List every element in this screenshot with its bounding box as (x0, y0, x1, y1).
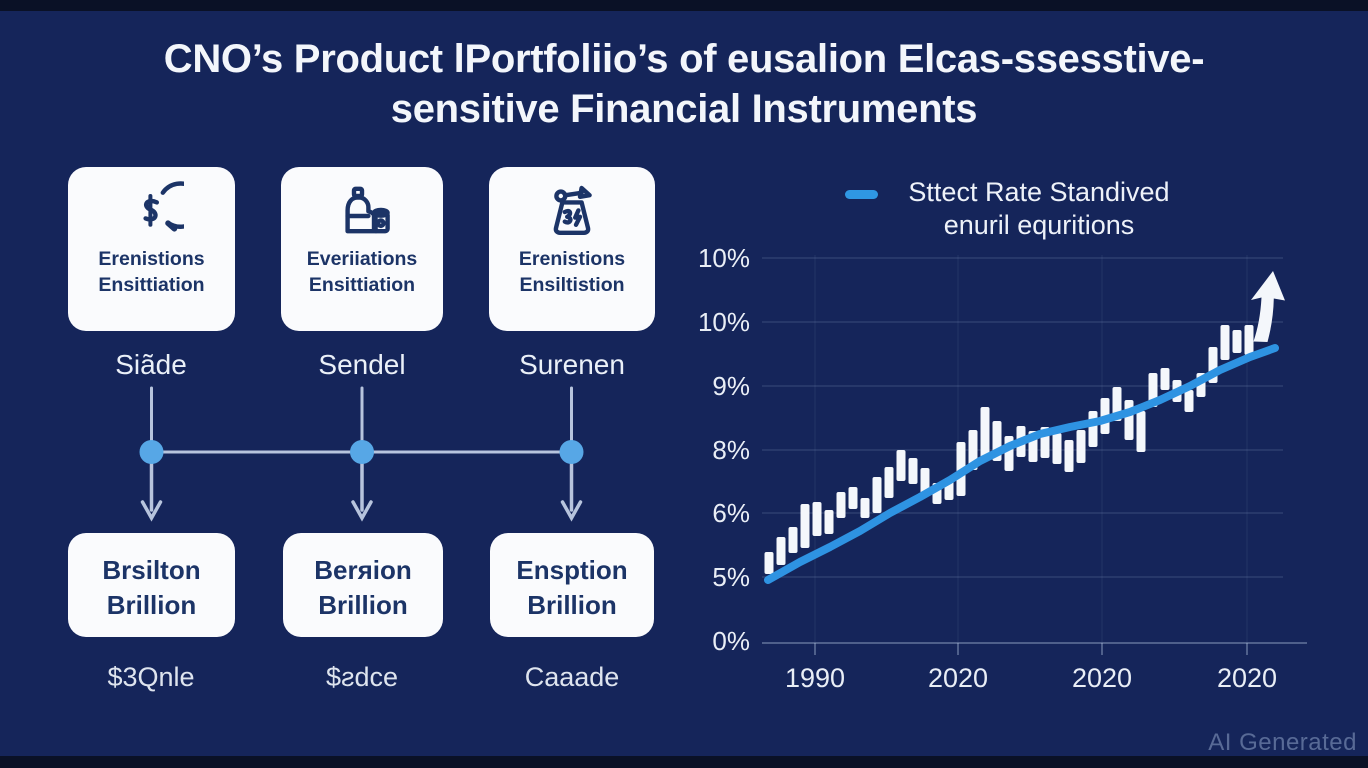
candle-bar (908, 458, 918, 484)
column-label-2: Sendel (318, 349, 406, 380)
chart-plot (762, 255, 1307, 655)
x-tick-label: 2020 (927, 663, 989, 693)
card-line: Ensittiation (98, 274, 205, 296)
card-line: Everiiations (306, 248, 418, 270)
card-text: Erenistions Ensittiation (68, 246, 235, 298)
x-tick-label: 1990 (784, 663, 846, 693)
candle-bar (884, 467, 894, 498)
chart-legend: Sttect Rate Standived enuril equritions (886, 176, 1192, 242)
card-line: Ensittiation (308, 274, 416, 296)
top-card-3: Erenistions Ensiltistion (489, 167, 655, 331)
card-line: Brillion (318, 590, 408, 620)
card-line: Erenistions (518, 248, 626, 270)
card-line: Brsilton (102, 555, 201, 585)
y-tick-label: 10% (697, 307, 750, 337)
candle-bar (1064, 440, 1074, 472)
card-text: Berяion Brillion (283, 553, 443, 623)
legend-line-marker (845, 190, 878, 199)
candle-bar (896, 450, 906, 481)
candle-bar (920, 468, 930, 494)
timeline-dot (350, 440, 374, 464)
candle-bar (1052, 433, 1062, 464)
candle-bar (812, 502, 822, 536)
column-label-1: Siãde (115, 349, 187, 380)
candle-bar (824, 510, 834, 534)
column-label-3: Surenen (519, 349, 625, 380)
candle-bar (776, 537, 786, 565)
candle-bar (1220, 325, 1230, 360)
card-text: Erenistions Ensiltistion (489, 246, 655, 298)
candle-bar (800, 504, 810, 548)
card-line: Brillion (106, 590, 197, 620)
x-tick-label: 2020 (1216, 663, 1278, 693)
candle-bar (1076, 430, 1086, 463)
top-card-2: Everiiations Ensittiation (281, 167, 443, 331)
dollar-magnifier-icon (142, 181, 184, 232)
candle-bar (1124, 400, 1134, 440)
bottom-card-2: Berяion Brillion (283, 533, 443, 637)
card-line: Brillion (527, 590, 617, 620)
up-arrow-icon (1251, 271, 1285, 342)
page-title: CNO’s Product lPortfoliio’s of eusalion … (0, 34, 1368, 134)
candle-bar (788, 527, 798, 553)
title-line-2: sensitive Financial Instruments (390, 87, 978, 131)
legend-line-2: enuril equritions (943, 210, 1135, 240)
y-axis-labels: 10% 10% 9% 8% 6% 5% 0% (680, 0, 750, 768)
bottom-label-2: $ƨdce (325, 662, 399, 692)
candle-bar (836, 492, 846, 518)
candle-bar (980, 407, 990, 458)
x-tick-label: 2020 (1071, 663, 1133, 693)
timeline-dot (139, 440, 164, 464)
legend-line-1: Sttect Rate Standived (908, 177, 1170, 207)
candle-bar (860, 498, 870, 518)
y-tick-label: 6% (712, 498, 750, 528)
bottom-label-3: Caaade (524, 662, 620, 692)
x-axis-labels: 1990 2020 2020 2020 (0, 661, 1368, 701)
y-tick-label: 0% (712, 626, 750, 656)
card-line: Berяion (314, 555, 412, 585)
y-tick-label: 8% (712, 435, 750, 465)
card-line: Ensiltistion (519, 274, 625, 296)
title-line-1: CNO’s Product lPortfoliio’s of eusalion … (163, 37, 1205, 81)
weight-scale-icon (553, 185, 592, 235)
candle-bar (1244, 325, 1254, 355)
top-edge-strip (0, 0, 1368, 11)
card-line: Ensption (516, 555, 628, 585)
timeline-dot (559, 440, 584, 464)
candle-bar (848, 487, 858, 509)
candle-bar (1232, 330, 1242, 353)
candle-bar (872, 477, 882, 513)
card-line: Erenistions (98, 248, 205, 270)
candle-bar (1184, 390, 1194, 412)
candle-bar (1160, 368, 1170, 390)
bottom-card-1: Brsilton Brillion (68, 533, 235, 637)
bottom-label-1: $3Qnle (107, 662, 195, 692)
bottom-edge-strip (0, 756, 1368, 768)
y-tick-label: 10% (697, 243, 750, 273)
card-text: Ensption Brillion (490, 553, 654, 623)
card-text: Brsilton Brillion (68, 553, 235, 623)
top-card-1: Erenistions Ensittiation (68, 167, 235, 331)
trend-line (764, 344, 1279, 584)
candle-bar (1088, 411, 1098, 447)
card-text: Everiiations Ensittiation (281, 246, 443, 298)
containers-icon (345, 186, 390, 234)
ai-generated-watermark: AI Generated (1208, 729, 1357, 756)
candle-bar (764, 552, 774, 574)
y-tick-label: 9% (712, 371, 750, 401)
y-tick-label: 5% (712, 562, 750, 592)
candle-bar (1136, 411, 1146, 452)
bottom-card-3: Ensption Brillion (490, 533, 654, 637)
